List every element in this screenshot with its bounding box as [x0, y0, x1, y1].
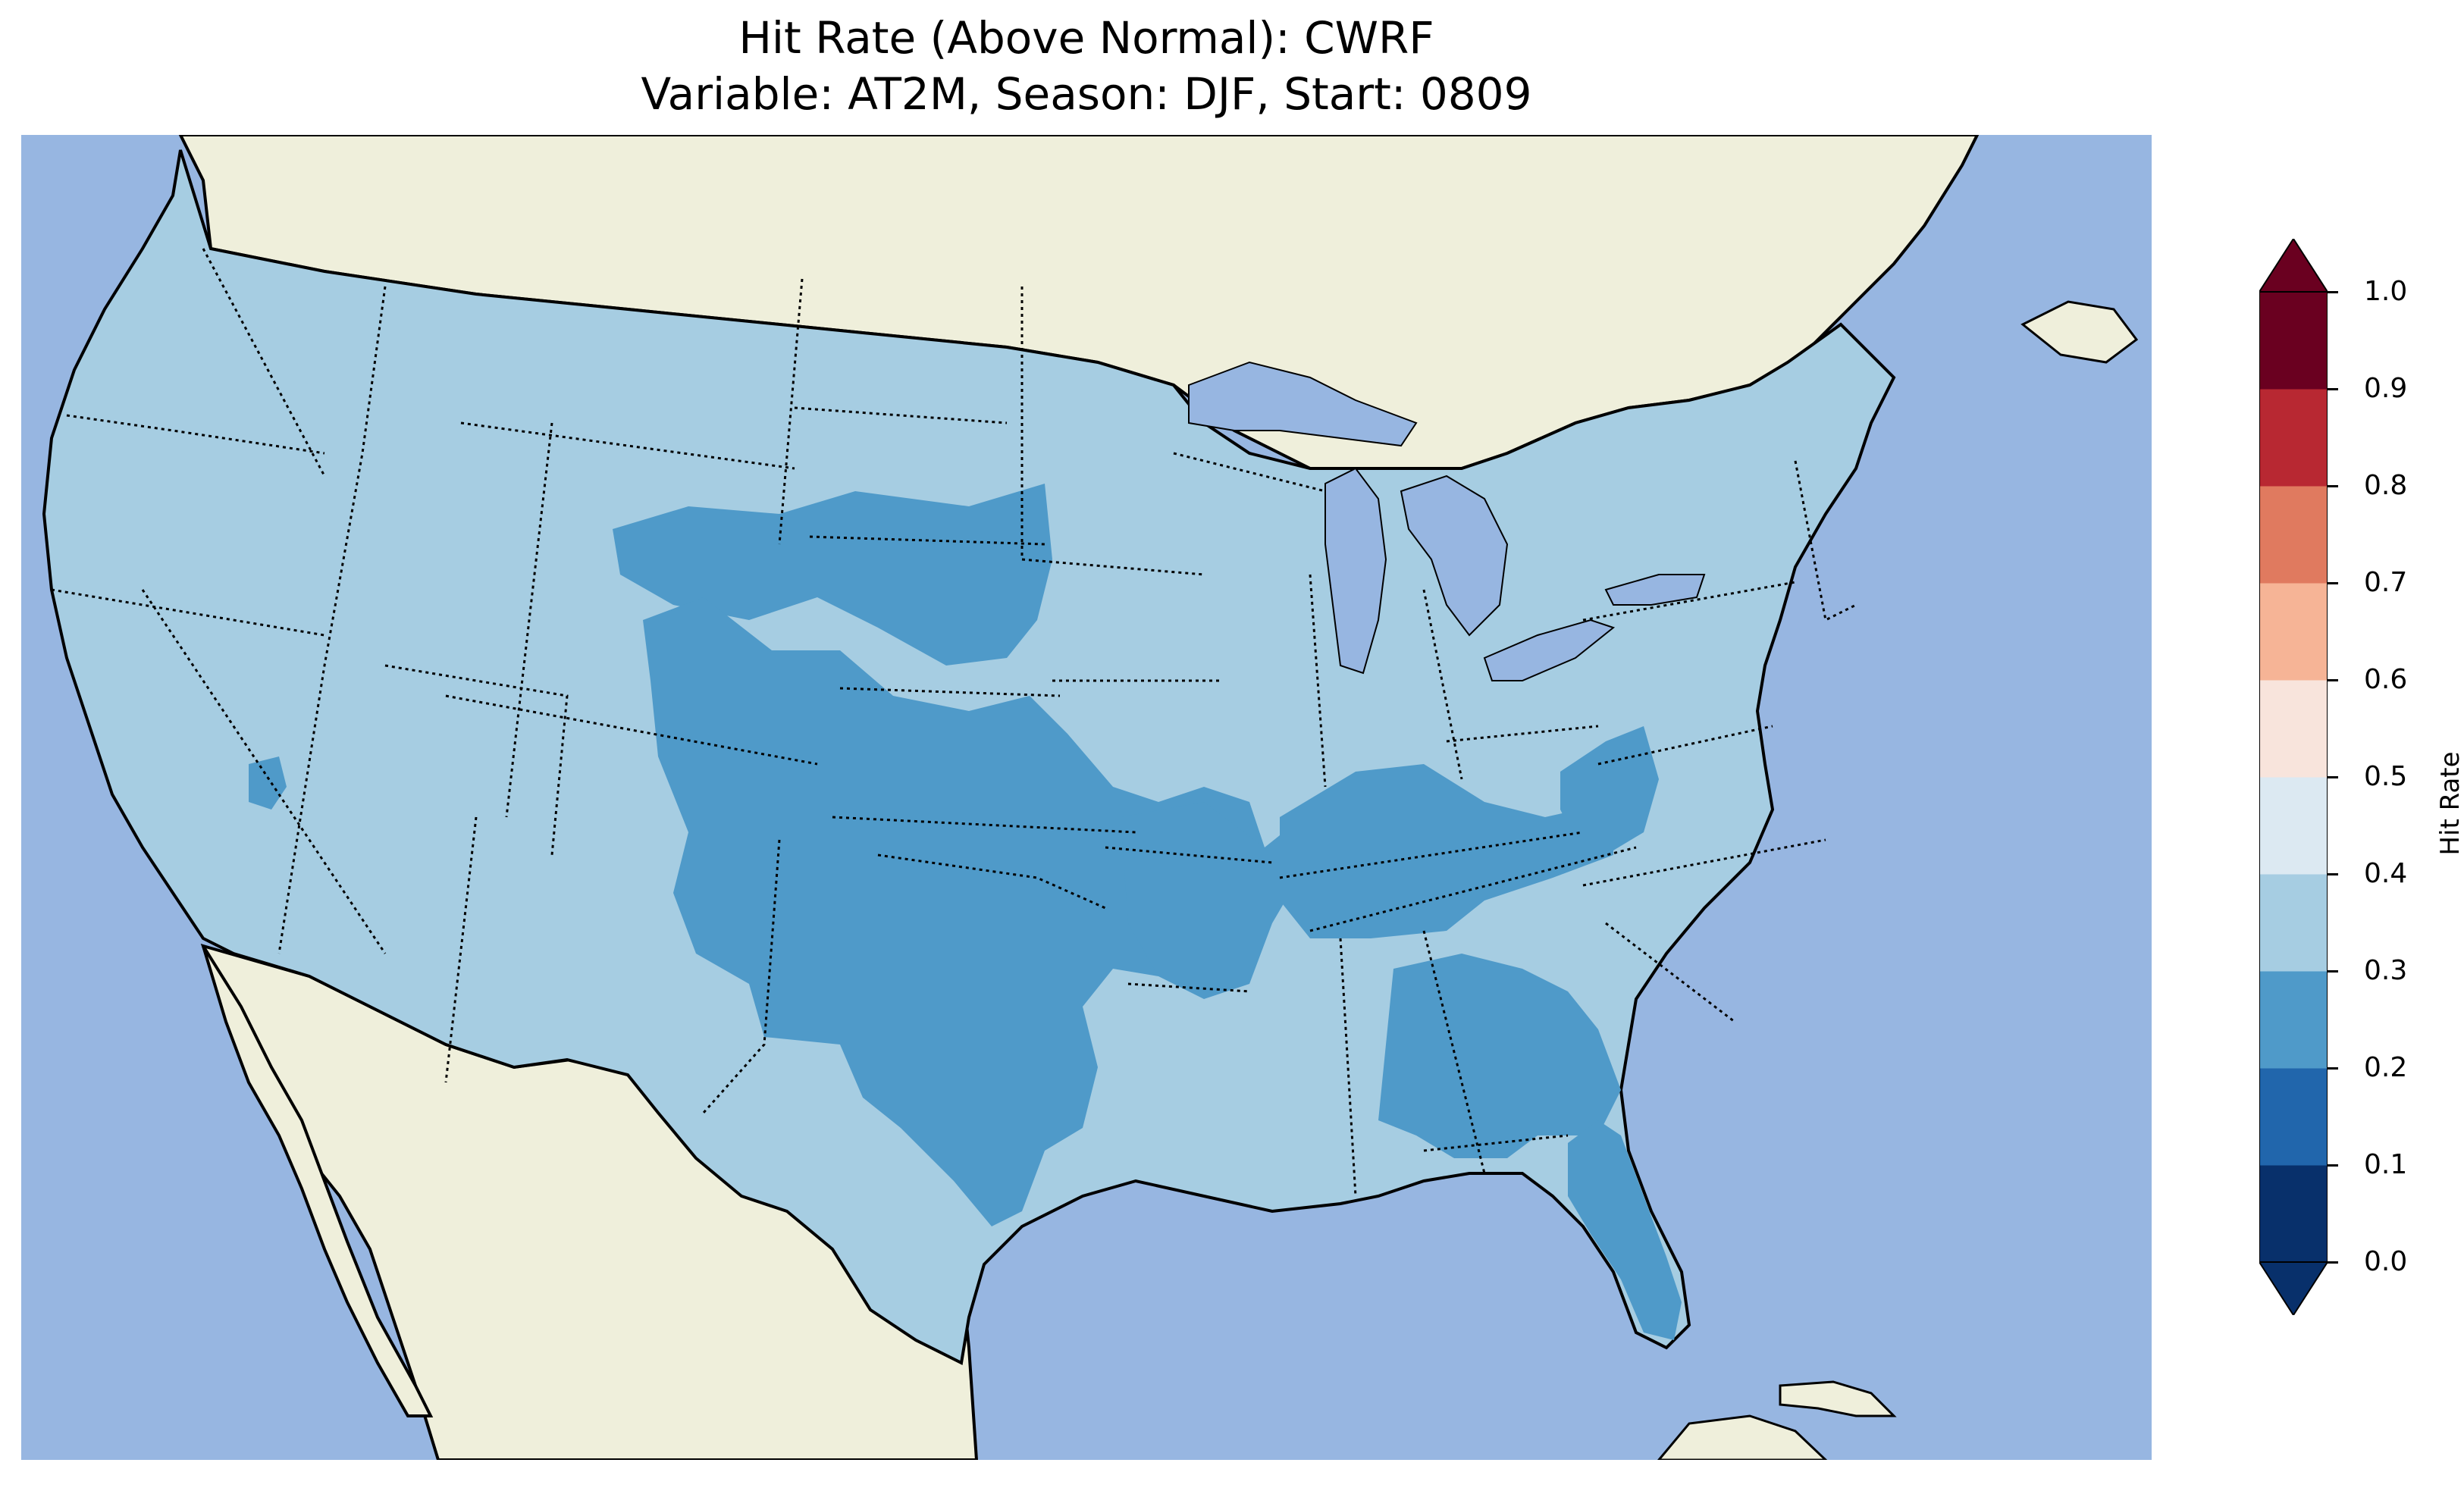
border-wa-or [66, 414, 325, 455]
border-in-oh [1422, 589, 1463, 780]
lake-ontario [1604, 574, 1706, 606]
colorbar [2259, 239, 2328, 1315]
colorbar-bin-0.4-0.5 [2259, 777, 2328, 875]
border-pa-ny [1582, 581, 1796, 622]
great-lakes [1188, 361, 1706, 681]
border-co-ut [384, 664, 569, 856]
border-al-ga [1422, 930, 1486, 1174]
land-yucatan [1657, 1414, 1828, 1460]
lake-superior [1188, 361, 1418, 447]
colorbar-tick-label: 0.9 [2364, 373, 2408, 404]
colorbar-tick-label: 0.8 [2364, 470, 2408, 501]
border-id-mt [202, 248, 326, 477]
border-ca-nv [141, 589, 387, 954]
colorbar-bin-0.6-0.7 [2259, 583, 2328, 681]
colorbar-extend-top [2259, 239, 2328, 293]
colorbar-tick-label: 0.0 [2364, 1246, 2408, 1277]
border-or-ca [51, 588, 325, 637]
map-panel [21, 135, 2152, 1460]
border-tn-nc [1309, 846, 1637, 932]
border-wy-co [445, 694, 818, 766]
region-virginia [1560, 726, 1659, 855]
border-nd-sd [794, 406, 1008, 424]
colorbar-tick-mark [2328, 1164, 2338, 1167]
lake-huron [1400, 475, 1509, 637]
region-florida [1568, 1120, 1682, 1340]
colorbar-tick-mark [2328, 873, 2338, 875]
border-mountain-plains [277, 286, 387, 954]
state-borders [51, 248, 1857, 1197]
colorbar-tick-mark [2328, 582, 2338, 584]
colorbar-tick-mark [2328, 1261, 2338, 1264]
colorbar-tick-label: 0.2 [2364, 1052, 2408, 1083]
colorbar-tick-mark [2328, 970, 2338, 973]
colorbar-bin-0.8-0.9 [2259, 389, 2328, 487]
region-nebraska-dakota [613, 484, 1052, 666]
border-new-england [1794, 460, 1857, 622]
colorbar-tick-label: 0.5 [2364, 761, 2408, 792]
colorbar-bin-0.2-0.3 [2259, 971, 2328, 1069]
region-nevada-patch [249, 756, 287, 810]
colorbar-tick-mark [2328, 776, 2338, 778]
lake-michigan [1324, 467, 1387, 675]
border-mo-ar [1105, 846, 1273, 864]
colorbar-tick-mark [2328, 679, 2338, 681]
colorbar-bin-0.5-0.6 [2259, 680, 2328, 778]
colorbar-bin-0.1-0.2 [2259, 1068, 2328, 1166]
colorbar-bin-0.7-0.8 [2259, 486, 2328, 584]
colorbar-tick-label: 1.0 [2364, 276, 2408, 307]
colorbar-tick-mark [2328, 388, 2338, 390]
region-georgia-alabama [1378, 954, 1621, 1158]
region-colorado-kansas-oklahoma-texas [643, 597, 1265, 1226]
colorbar-tick-label: 0.1 [2364, 1149, 2408, 1180]
border-wy-ne [505, 422, 553, 818]
colorbar-tick-label: 0.6 [2364, 664, 2408, 695]
colorbar-tick-mark [2328, 291, 2338, 293]
border-sd-ne [809, 535, 1045, 546]
colorbar-label: Hit Rate [2435, 751, 2464, 856]
colorbar-tick-label: 0.7 [2364, 567, 2408, 598]
land-newfoundland [2020, 300, 2139, 364]
border-ms-al [1339, 938, 1357, 1197]
colorbar-bin-0.3-0.4 [2259, 874, 2328, 972]
colorbar-bin-0.0-0.1 [2259, 1165, 2328, 1263]
colorbar-tick-mark [2328, 485, 2338, 487]
border-ks-ok [832, 816, 1136, 834]
colorbar-extend-bottom [2259, 1261, 2328, 1315]
border-ne-ks [839, 687, 1061, 697]
region-arkansas-missouri [1121, 802, 1325, 999]
border-mt-wy [460, 421, 795, 470]
border-tx-nm [702, 839, 781, 1113]
chart-subtitle: Variable: AT2M, Season: DJF, Start: 0809 [641, 68, 1532, 120]
hit-rate-0.2-0.3-regions [249, 484, 1682, 1340]
border-pa-md [1597, 725, 1773, 766]
land-cuba [1779, 1380, 1897, 1417]
border-mn-ia [1020, 287, 1205, 576]
border-oh-ky [1446, 725, 1599, 743]
colorbar-tick-label: 0.3 [2364, 955, 2408, 986]
lake-erie [1483, 619, 1616, 681]
colorbar-tick-mark [2328, 1067, 2338, 1070]
border-mi-wi [1173, 452, 1326, 493]
border-va-nc [1582, 838, 1826, 887]
chart-title: Hit Rate (Above Normal): CWRF [738, 12, 1434, 64]
colorbar-bin-0.9-1.0 [2259, 292, 2328, 390]
colorbar-tick-label: 0.4 [2364, 858, 2408, 889]
border-in-il [1309, 574, 1327, 788]
region-kentucky-tennessee [1280, 764, 1613, 938]
land-baja [202, 944, 434, 1417]
colorbar-frame [2259, 291, 2328, 1263]
